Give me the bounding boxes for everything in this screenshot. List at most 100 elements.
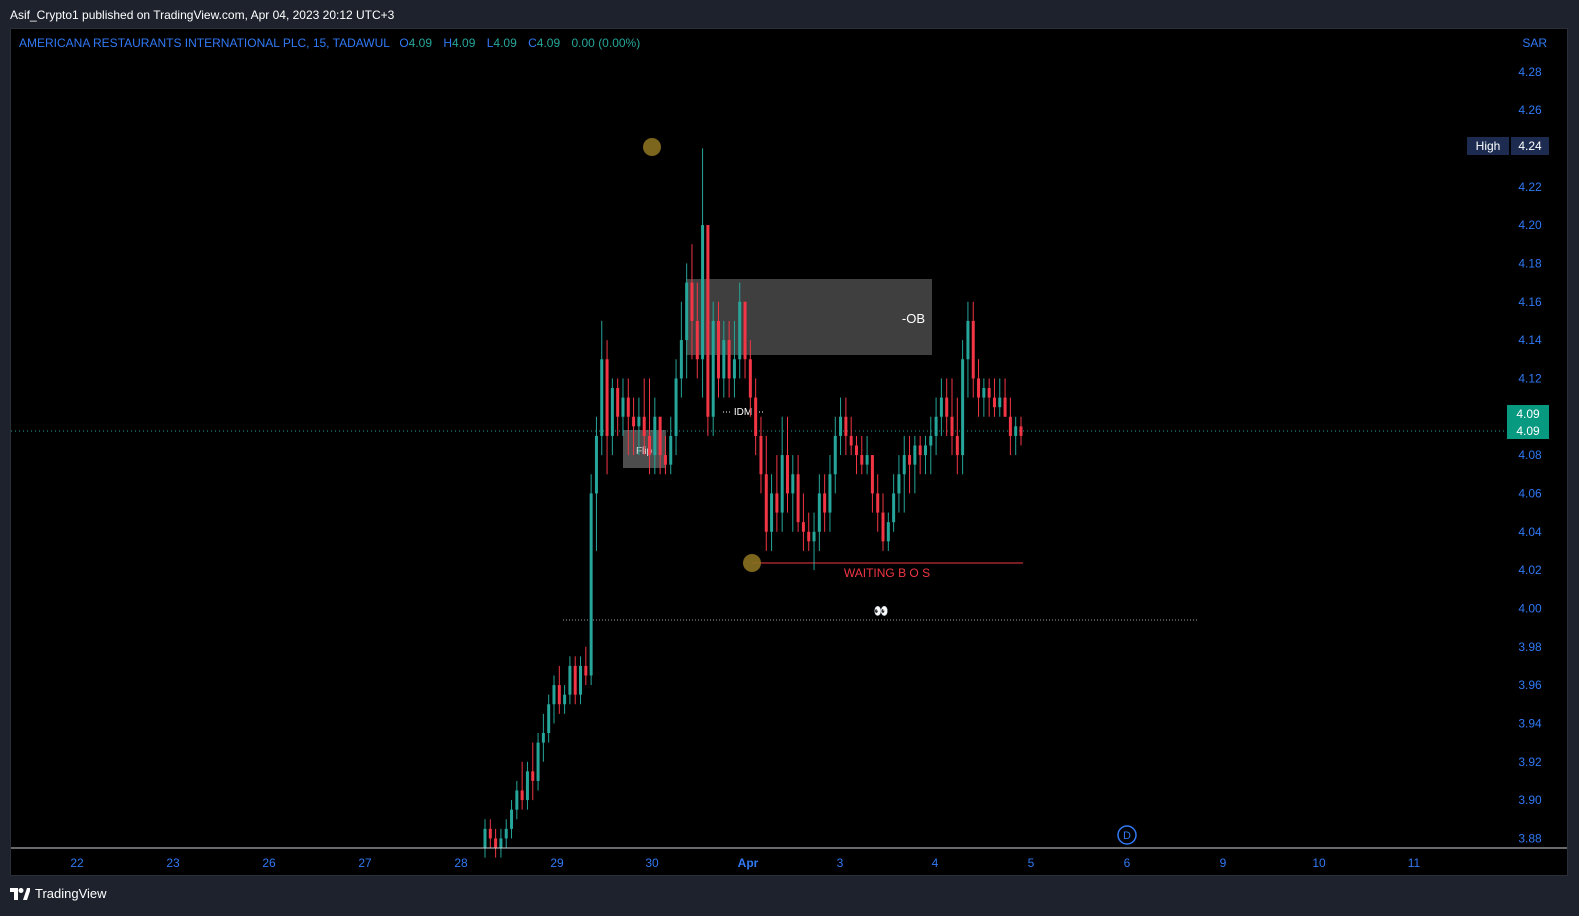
high-label-text: High [1476, 139, 1501, 153]
time-tick-label: 5 [1028, 856, 1035, 870]
candle-body [923, 445, 927, 456]
candle-body [801, 522, 805, 532]
candle-body [892, 493, 896, 523]
ob-zone[interactable] [686, 279, 932, 355]
candle-body [483, 828, 487, 848]
candle-body [823, 493, 827, 513]
close-label: C [528, 36, 537, 50]
candle-body [541, 733, 545, 743]
time-tick-label: 29 [550, 856, 564, 870]
candle-body [977, 378, 981, 398]
candles-group [483, 148, 1023, 858]
price-tick-label: 4.04 [1518, 525, 1542, 539]
candle-body [754, 397, 758, 436]
candle-body [839, 416, 843, 436]
candle-body [939, 397, 943, 417]
idm-label: IDM [734, 407, 752, 418]
time-tick-label: 10 [1312, 856, 1326, 870]
candle-body [738, 301, 742, 360]
candle-body [1014, 426, 1018, 436]
candle-body [685, 282, 689, 341]
candle-body [849, 435, 853, 446]
candle-body [918, 445, 922, 456]
candle-body [732, 359, 736, 379]
candle-body [642, 416, 646, 436]
candle-body [897, 474, 901, 494]
candle-body [876, 493, 880, 513]
candle-body [563, 694, 567, 705]
candle-body [934, 416, 938, 436]
high-value-text: 4.24 [1518, 139, 1542, 153]
candle-body [663, 455, 667, 465]
candle-body [764, 474, 768, 532]
price-tick-label: 4.26 [1518, 103, 1542, 117]
candle-body [568, 665, 572, 695]
open-value: 4.09 [408, 36, 433, 50]
candle-body [791, 474, 795, 494]
candle-body [759, 435, 763, 475]
symbol-legend[interactable]: AMERICANA RESTAURANTS INTERNATIONAL PLC,… [19, 36, 648, 50]
time-tick-label: 22 [70, 856, 84, 870]
candle-body [488, 828, 492, 839]
candle-body [817, 493, 821, 532]
candle-body [669, 435, 673, 465]
time-tick-label: 3 [837, 856, 844, 870]
high-value: 4.09 [452, 36, 476, 50]
candle-body [499, 838, 503, 848]
candle-body [812, 531, 816, 542]
candle-body [690, 282, 694, 321]
candle-body [547, 704, 551, 733]
candle-body [780, 455, 784, 513]
candle-body [594, 435, 598, 494]
publish-info: Asif_Crypto1 published on TradingView.co… [10, 8, 395, 22]
swing-low-marker[interactable] [743, 554, 761, 572]
symbol-title[interactable]: AMERICANA RESTAURANTS INTERNATIONAL PLC,… [19, 36, 390, 50]
chart-canvas[interactable]: -OB Flip 👀 WAITING B O S IDM 4.284.264.2… [11, 29, 1568, 876]
candle-body [881, 512, 885, 542]
candle-body [865, 455, 869, 465]
candle-body [557, 685, 561, 705]
candle-body [679, 340, 683, 379]
candle-body [515, 790, 519, 810]
candle-body [998, 397, 1002, 408]
candle-body [648, 435, 652, 456]
waiting-bos-label: WAITING B O S [844, 566, 930, 580]
candle-body [992, 397, 996, 408]
candle-body [913, 445, 917, 465]
time-axis[interactable]: 22 23 26 27 28 29 30 Apr 3 4 5 6 9 10 11 [70, 856, 1420, 870]
candle-body [727, 340, 731, 379]
currency-label[interactable]: SAR [1522, 36, 1547, 50]
candle-body [701, 225, 705, 360]
candle-body [743, 301, 747, 360]
swing-high-marker[interactable] [643, 138, 661, 156]
time-tick-label: 23 [166, 856, 180, 870]
low-label: L [486, 36, 494, 50]
high-label-box [1467, 137, 1509, 155]
footer-bar: TradingView [0, 876, 1579, 916]
time-tick-label: 26 [262, 856, 276, 870]
candle-body [966, 320, 970, 360]
candle-body [854, 445, 858, 456]
candle-body [796, 474, 800, 523]
candle-body [658, 416, 662, 456]
candle-body [722, 340, 726, 379]
price-tick-label: 4.28 [1518, 65, 1542, 79]
dividend-marker-icon[interactable] [1117, 825, 1137, 845]
candle-body [637, 416, 641, 427]
price-tick-label: 3.92 [1518, 755, 1542, 769]
price-tick-label: 3.98 [1518, 640, 1542, 654]
price-tick-label: 4.12 [1518, 371, 1542, 385]
price-tick-label: 3.94 [1518, 716, 1542, 730]
price-axis[interactable]: 4.28 4.26 4.22 4.20 4.18 4.16 4.14 4.12 4.08 4.06… [1518, 65, 1542, 846]
price-tick-label: 4.16 [1518, 295, 1542, 309]
last-price-text-1: 4.09 [1516, 407, 1540, 421]
low-value: 4.09 [493, 36, 517, 50]
tradingview-brand[interactable]: TradingView [10, 886, 107, 901]
candle-body [955, 435, 959, 456]
chart-pane[interactable]: -OB Flip 👀 WAITING B O S IDM 4.284.264.2… [10, 28, 1568, 876]
price-tick-label: 3.90 [1518, 793, 1542, 807]
candle-body [945, 397, 949, 417]
candle-body [717, 320, 721, 379]
candle-body [600, 359, 604, 436]
candle-body [971, 320, 975, 379]
